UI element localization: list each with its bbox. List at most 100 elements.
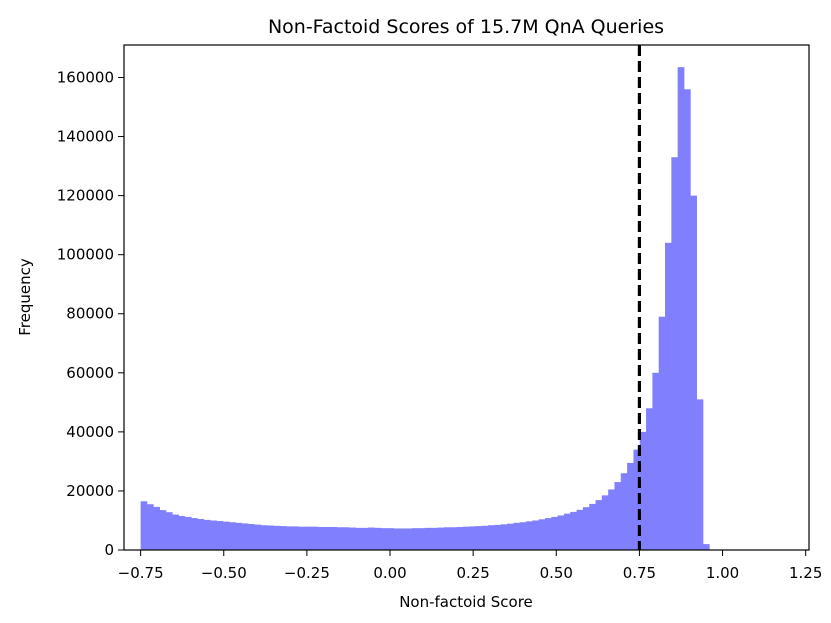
histogram-bar — [399, 528, 407, 550]
chart-title: Non-Factoid Scores of 15.7M QnA Queries — [268, 16, 664, 38]
histogram-bar — [336, 527, 344, 550]
histogram-bar — [570, 511, 577, 550]
y-tick-label: 20000 — [66, 482, 114, 500]
histogram-bar — [601, 495, 609, 550]
histogram-bar — [519, 522, 527, 550]
histogram-bar — [355, 527, 363, 550]
histogram-bar — [418, 528, 426, 550]
histogram-bar — [191, 518, 198, 550]
histogram-bar — [582, 507, 590, 550]
histogram-bar — [652, 372, 660, 550]
histogram-bar — [633, 449, 641, 550]
histogram-bar — [469, 526, 476, 550]
histogram-bar — [374, 527, 382, 550]
histogram-bar — [437, 527, 445, 550]
x-tick-label: 0.25 — [456, 564, 489, 582]
histogram-bar — [146, 504, 154, 550]
y-tick-label: 0 — [104, 541, 114, 559]
y-tick-label: 160000 — [57, 68, 114, 86]
x-tick-label: −0.75 — [118, 564, 164, 582]
histogram-bar — [298, 526, 306, 550]
x-tick-label: −0.50 — [201, 564, 247, 582]
histogram-bar — [165, 512, 173, 550]
y-axis-title: Frequency — [16, 258, 34, 336]
histogram-bar — [494, 524, 502, 550]
histogram-bar — [538, 519, 546, 550]
histogram-bar — [683, 89, 691, 550]
histogram-bar — [216, 521, 224, 550]
histogram-bar — [178, 516, 186, 550]
x-axis-title: Non-factoid Score — [399, 593, 533, 611]
histogram-bar — [500, 524, 508, 550]
x-axis: −0.75 −0.50 −0.25 0.00 0.25 0.50 0.75 1.00 1.25 — [118, 550, 822, 582]
histogram-bar — [424, 527, 432, 550]
histogram-bar — [229, 522, 236, 550]
histogram-bar — [330, 526, 337, 550]
x-tick-label: 0.75 — [623, 564, 656, 582]
histogram-bar — [576, 509, 584, 550]
histogram-bar — [665, 242, 672, 551]
histogram-bar — [292, 526, 299, 550]
histogram-bar — [222, 521, 230, 550]
histogram-bar — [639, 431, 647, 550]
histogram-bar — [153, 506, 160, 550]
histogram-bar — [608, 489, 615, 550]
histogram-bar — [627, 462, 634, 550]
histogram-bar — [235, 522, 243, 550]
histogram-bar — [431, 527, 438, 550]
histogram-bar — [702, 544, 710, 550]
histogram-bar — [658, 316, 666, 550]
histogram-bar — [443, 527, 451, 550]
histogram-bar — [507, 523, 514, 550]
histogram-bar — [317, 526, 325, 550]
histogram-bar — [210, 520, 217, 550]
y-tick-label: 120000 — [57, 187, 114, 205]
histogram-bar — [304, 526, 312, 550]
histogram-bar — [248, 524, 255, 550]
histogram-bar — [450, 527, 457, 550]
histogram-bar — [481, 525, 489, 550]
histogram-bar — [266, 525, 274, 550]
y-tick-label: 60000 — [66, 364, 114, 382]
histogram-bar — [412, 528, 420, 550]
histogram-bar — [696, 399, 704, 550]
histogram-bar — [311, 526, 318, 550]
histogram-bar — [475, 526, 483, 550]
histogram-bars — [140, 67, 710, 551]
histogram-bar — [589, 503, 596, 550]
histogram-bar — [488, 525, 495, 550]
x-tick-label: −0.25 — [284, 564, 330, 582]
histogram-bar — [646, 408, 653, 550]
histogram-bar — [671, 157, 679, 550]
histogram-bar — [405, 528, 413, 550]
x-tick-label: 0.00 — [373, 564, 406, 582]
histogram-bar — [456, 526, 464, 550]
histogram-bar — [140, 501, 148, 550]
histogram-bar — [614, 482, 622, 550]
histogram-bar — [285, 526, 293, 550]
histogram-bar — [544, 518, 552, 550]
y-tick-label: 80000 — [66, 305, 114, 323]
histogram-bar — [323, 526, 331, 550]
histogram-bar — [513, 522, 521, 550]
histogram-bar — [172, 514, 179, 550]
y-axis: 0 20000 40000 60000 80000 100000 120000 140000 1… — [57, 68, 124, 559]
histogram-bar — [254, 524, 262, 550]
histogram-bar — [462, 526, 470, 550]
y-tick-label: 40000 — [66, 423, 114, 441]
histogram-bar — [273, 525, 281, 550]
histogram-bar — [279, 526, 287, 550]
histogram-bar — [203, 519, 211, 550]
histogram-bar — [159, 510, 167, 550]
x-tick-label: 1.00 — [706, 564, 739, 582]
y-tick-label: 100000 — [57, 246, 114, 264]
histogram-bar — [387, 528, 394, 550]
histogram-bar — [184, 516, 192, 550]
histogram-bar — [361, 527, 369, 550]
histogram-bar — [526, 521, 533, 550]
histogram-bar — [620, 473, 628, 550]
y-tick-label: 140000 — [57, 128, 114, 146]
histogram-bar — [241, 523, 249, 550]
histogram-bar — [677, 67, 685, 551]
